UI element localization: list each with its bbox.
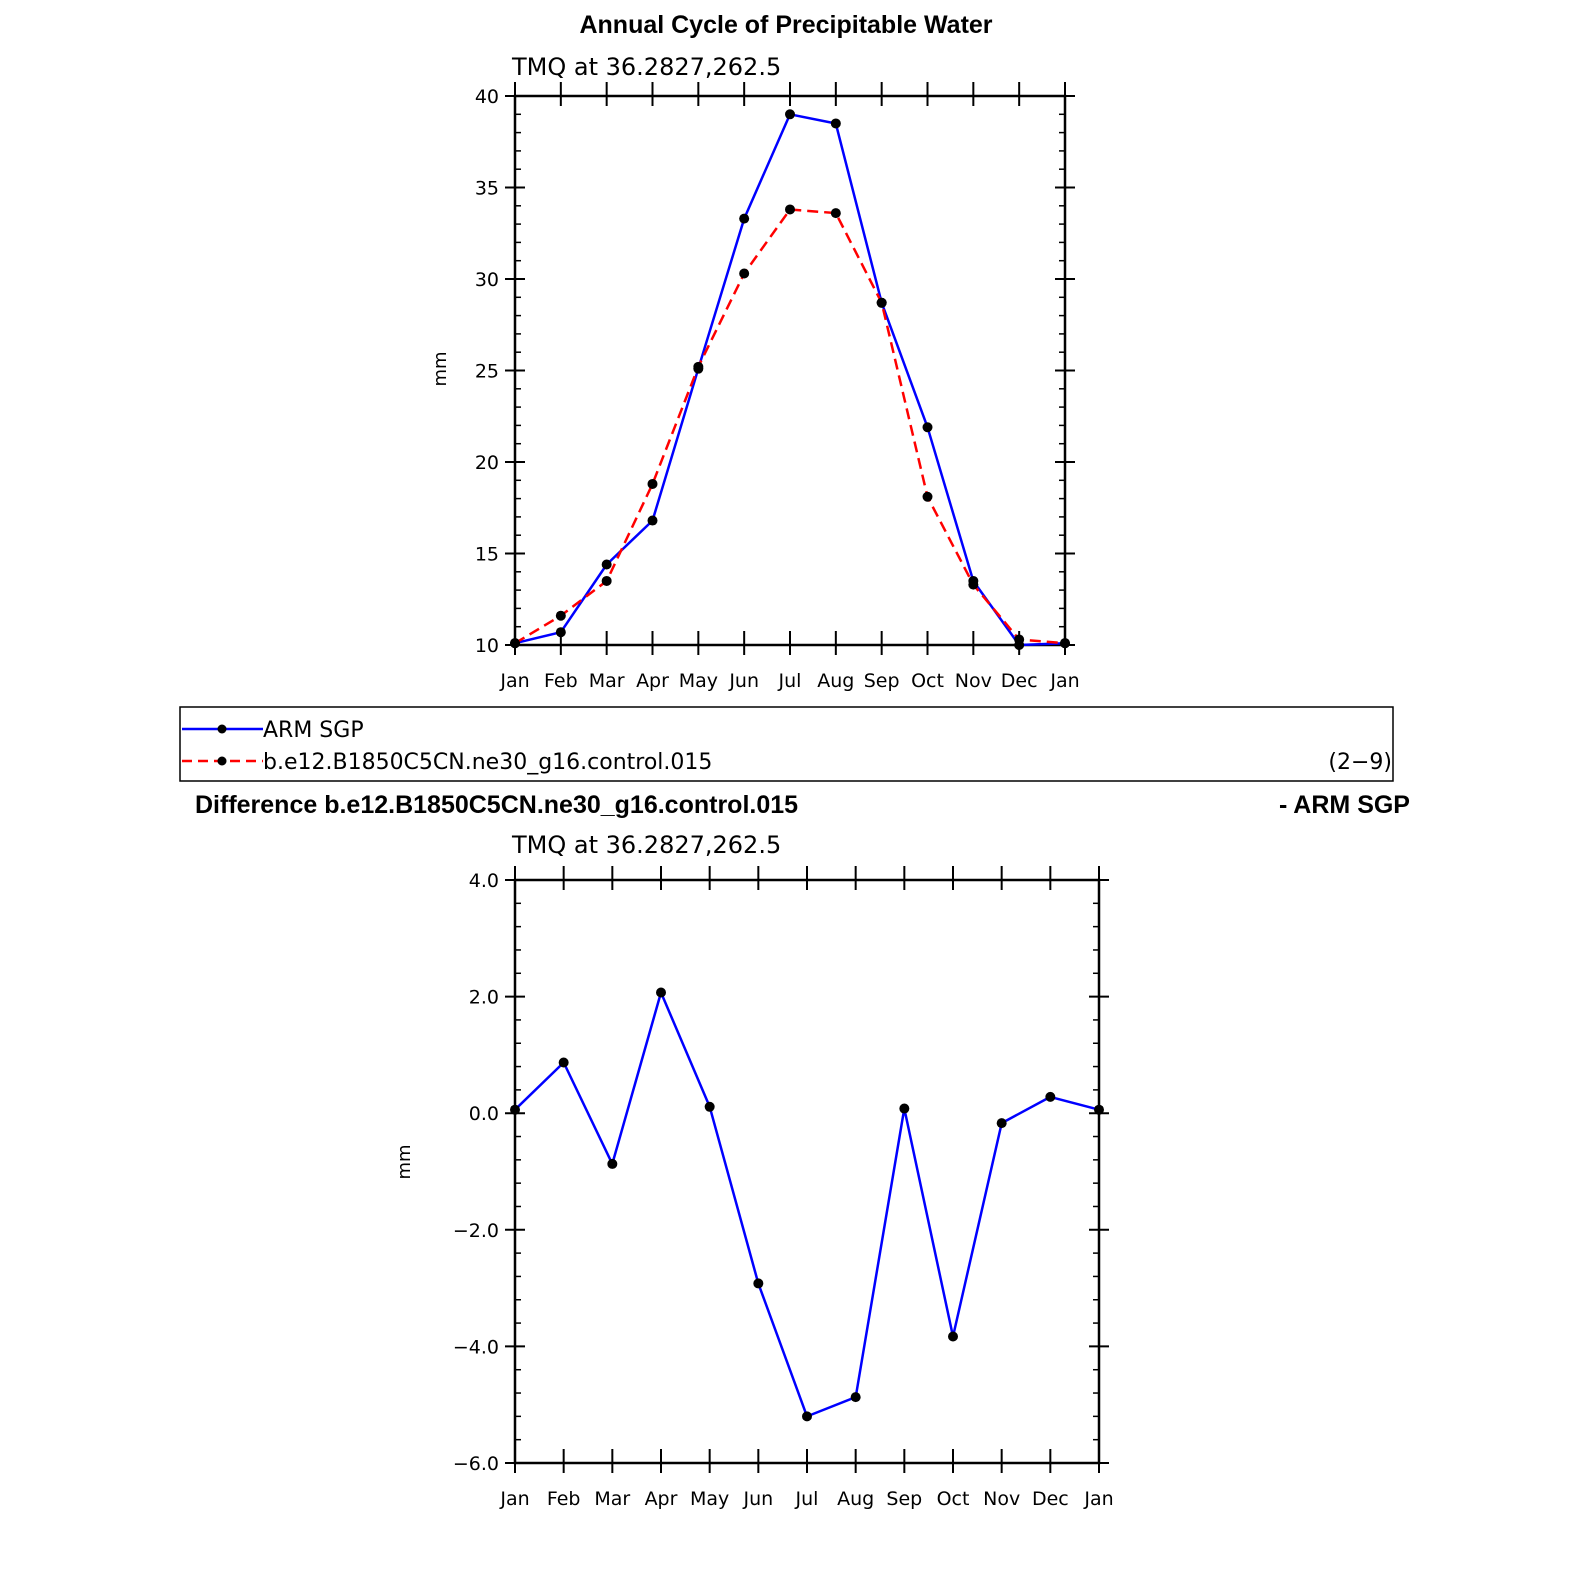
top-series-1-point: [601, 575, 612, 586]
top-xtick-label: Apr: [636, 670, 669, 692]
top-series-1-point: [922, 491, 933, 502]
top-xtick-label: Jun: [728, 670, 759, 692]
top-chart-title: Annual Cycle of Precipitable Water: [579, 11, 992, 39]
bottom-xtick-label: Jul: [795, 1488, 819, 1510]
bottom-series-0-point: [656, 987, 666, 998]
top-series-1-point: [739, 268, 750, 279]
bottom-xtick-label: Nov: [983, 1488, 1020, 1510]
bottom-series-0-point: [558, 1057, 569, 1068]
top-series-1-point: [830, 208, 841, 219]
top-xtick-label: Aug: [817, 670, 854, 692]
legend-note: (2−9): [1328, 750, 1392, 775]
bottom-ytick-label: 2.0: [469, 987, 499, 1009]
bottom-series-line-0: [514, 991, 1100, 1418]
bottom-xtick-label: Feb: [547, 1488, 581, 1510]
bottom-xtick-label: Mar: [594, 1488, 630, 1510]
top-series-1-point: [555, 610, 566, 621]
top-series-0-point: [922, 422, 933, 433]
bottom-ytick-label: 4.0: [469, 870, 499, 892]
top-series-1-point: [1060, 638, 1070, 649]
top-chart-subtitle: TMQ at 36.2827,262.5: [511, 53, 781, 81]
bottom-series-0-point: [899, 1103, 910, 1114]
bottom-chart-title-right: - ARM SGP: [1279, 791, 1410, 819]
bottom-series-0-point: [996, 1118, 1007, 1129]
top-ytick-label: 20: [475, 452, 499, 474]
top-series-0-point: [601, 559, 612, 570]
top-xtick-label: Feb: [544, 670, 578, 692]
bottom-series-0-point: [607, 1158, 618, 1169]
top-ytick-label: 10: [475, 635, 499, 657]
top-series-0-point: [785, 109, 795, 120]
top-xtick-label: Nov: [955, 670, 992, 692]
top-series-line-0: [514, 113, 1066, 647]
bottom-series-0-point: [850, 1392, 861, 1403]
bottom-xtick-label: Apr: [645, 1488, 678, 1510]
top-ytick-label: 30: [475, 269, 499, 291]
top-ytick-label: 35: [475, 178, 499, 200]
top-series-1-point: [647, 478, 658, 489]
bottom-chart-title-left: Difference b.e12.B1850C5CN.ne30_g16.cont…: [195, 791, 798, 819]
bottom-ytick-label: −6.0: [453, 1453, 499, 1475]
top-xtick-label: Jan: [1049, 670, 1079, 692]
bottom-series-0-point: [948, 1331, 958, 1342]
bottom-y-axis-label: mm: [394, 1144, 415, 1179]
top-series-0-point: [739, 213, 750, 224]
top-series-0-point: [830, 118, 841, 129]
top-xtick-label: Oct: [911, 670, 944, 692]
bottom-xtick-label: Dec: [1032, 1488, 1069, 1510]
top-xtick-label: Dec: [1001, 670, 1038, 692]
top-series-1-point: [510, 638, 520, 649]
top-frame: [513, 94, 1067, 647]
top-xtick-label: Mar: [589, 670, 625, 692]
bottom-ytick-label: −4.0: [453, 1336, 499, 1358]
legend-label-arm: ARM SGP: [263, 718, 364, 743]
top-plot-area: 10 15 20 25 30 35 40 Jan Feb Mar Apr May Jun Jul Aug Se…: [475, 82, 1080, 692]
bottom-xtick-label: Jun: [742, 1488, 773, 1510]
top-ytick-label: 15: [475, 544, 499, 566]
top-series-0-point: [647, 515, 658, 526]
bottom-xtick-label: May: [690, 1488, 729, 1510]
legend-marker-arm: [217, 724, 227, 734]
bottom-series-0-point: [510, 1104, 520, 1115]
top-series-1-point: [876, 297, 887, 308]
top-series-1-point: [785, 204, 795, 215]
bottom-series-0-point: [1094, 1104, 1104, 1115]
top-ytick-label: 40: [475, 86, 499, 108]
top-series-1-point: [1014, 634, 1025, 645]
top-xtick-label: Jan: [499, 670, 529, 692]
bottom-series-0-point: [704, 1101, 715, 1112]
bottom-xtick-label: Jan: [499, 1488, 529, 1510]
legend-label-model: b.e12.B1850C5CN.ne30_g16.control.015: [263, 750, 712, 775]
bottom-frame: [513, 878, 1101, 1465]
bottom-ytick-label: −2.0: [453, 1220, 499, 1242]
bottom-xtick-label: Oct: [937, 1488, 970, 1510]
bottom-xtick-label: Jan: [1083, 1488, 1113, 1510]
bottom-series-0-point: [802, 1411, 812, 1422]
top-series-0-point: [555, 627, 566, 638]
bottom-series-0-point: [1045, 1091, 1056, 1102]
top-series-1-point: [968, 579, 979, 590]
top-xtick-label: May: [679, 670, 718, 692]
legend: ARM SGP b.e12.B1850C5CN.ne30_g16.control…: [179, 706, 1394, 782]
bottom-plot-area: −6.0 −4.0 −2.0 0.0 2.0 4.0 Jan Feb Mar Apr May Jun J…: [453, 866, 1114, 1510]
top-xtick-label: Sep: [864, 670, 900, 692]
top-series-1-point: [693, 361, 704, 372]
bottom-xtick-label: Aug: [837, 1488, 874, 1510]
top-ytick-label: 25: [475, 361, 499, 383]
legend-marker-model: [217, 756, 227, 766]
bottom-ytick-label: 0.0: [469, 1103, 499, 1125]
top-xtick-label: Jul: [778, 670, 802, 692]
legend-box: [179, 706, 1394, 782]
bottom-series-0-point: [753, 1278, 764, 1289]
bottom-xtick-label: Sep: [886, 1488, 922, 1510]
bottom-chart-subtitle: TMQ at 36.2827,262.5: [511, 831, 781, 859]
top-y-axis-label: mm: [430, 351, 451, 386]
